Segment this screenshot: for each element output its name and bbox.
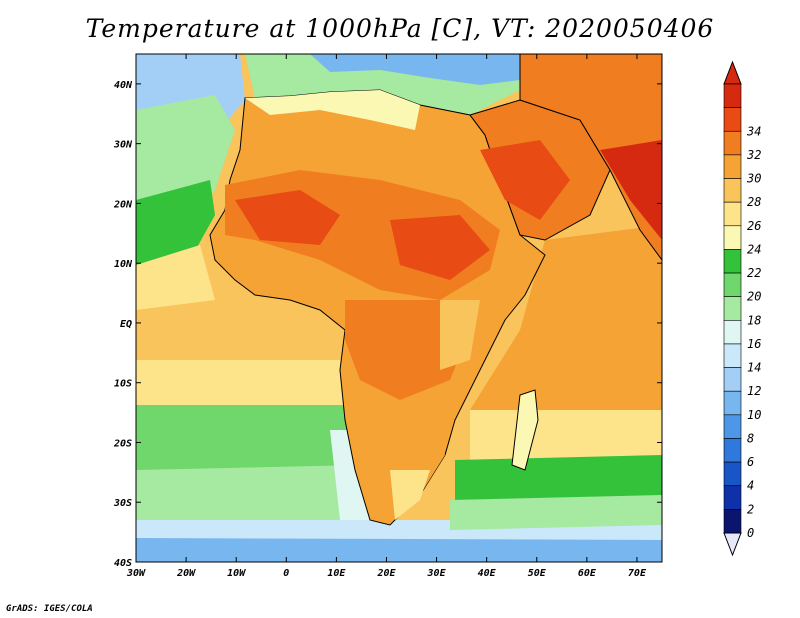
lon-label: 20W	[176, 568, 196, 579]
sudan-hottest	[390, 215, 490, 280]
latitude-labels: 40N 30N 20N 10N EQ 10S 20S 30S 40S	[113, 80, 133, 569]
colorbar-label: 14	[747, 361, 761, 375]
lon-label: 50E	[528, 568, 547, 579]
colorbar-box	[723, 272, 742, 297]
colorbar-label: 18	[747, 313, 761, 327]
east-africa-highlands	[440, 300, 480, 370]
colorbar-box	[723, 83, 742, 108]
colorbar-label: 8	[747, 431, 754, 445]
colorbar-box	[723, 296, 742, 321]
colorbar-box	[723, 390, 742, 416]
colorbar-box	[723, 154, 742, 179]
colorbar-box	[723, 414, 742, 439]
lat-label: 30N	[113, 140, 133, 151]
colorbar-label: 2	[747, 502, 754, 516]
sahara-hottest	[235, 190, 340, 245]
colorbar-label: 16	[747, 337, 761, 351]
colorbar-label: 26	[747, 219, 761, 233]
southern-ocean-14	[136, 538, 662, 562]
colorbar-box	[723, 485, 742, 510]
southern-africa	[370, 415, 445, 520]
colorbar-label: 12	[747, 384, 761, 398]
arabia-hottest	[480, 140, 570, 220]
lon-label: 40E	[478, 568, 497, 579]
lat-label: 30S	[113, 498, 132, 509]
temperature-field	[136, 54, 662, 562]
longitude-labels: 30W 20W 10W 0 10E 20E 30E 40E 50E 60E 70E	[126, 568, 647, 579]
colorbar-label: 30	[746, 172, 761, 186]
map-frame	[135, 53, 663, 563]
arabian-sea	[470, 225, 662, 410]
colorbar-box	[723, 509, 742, 534]
lon-label: 70E	[628, 568, 647, 579]
south-africa-cool	[390, 470, 430, 520]
lat-label: 20S	[113, 438, 132, 449]
map-title: Temperature at 1000hPa [C], VT: 20200504…	[85, 14, 715, 43]
colorbar-box	[723, 343, 742, 368]
south-atlantic-green	[136, 405, 355, 480]
north-africa-coast	[245, 90, 420, 130]
indian-ocean-green	[455, 455, 662, 505]
north-atlantic-22	[136, 180, 215, 275]
lon-label: 60E	[578, 568, 597, 579]
colorbar-label: 10	[747, 408, 761, 422]
lat-label: 10S	[114, 379, 132, 390]
atlantic-24	[136, 245, 215, 310]
central-africa	[345, 300, 470, 400]
colorbar-box	[723, 438, 742, 463]
lat-label: EQ	[120, 319, 132, 330]
colorbar-label: 22	[747, 266, 761, 280]
colorbar-label: 32	[746, 148, 761, 162]
colorbar-label: 0	[747, 526, 754, 540]
lat-label: 20N	[113, 199, 133, 210]
colorbar-box	[723, 178, 742, 203]
lon-label: 30E	[427, 568, 447, 579]
axis-ticks	[135, 54, 662, 563]
europe-cool	[310, 54, 520, 85]
lat-label: 40N	[114, 80, 133, 91]
colorbar-label: 4	[747, 479, 754, 493]
colorbar-box	[723, 367, 742, 392]
colorbar-box	[723, 225, 742, 250]
india-hottest	[600, 140, 662, 240]
lon-label: 10E	[327, 568, 346, 579]
colorbar-label: 24	[747, 242, 761, 256]
colorbar-over-triangle	[723, 60, 742, 85]
colorbar-label: 6	[747, 455, 754, 469]
lon-label: 30W	[126, 568, 146, 579]
lat-label: 40S	[114, 558, 132, 569]
colorbar-label: 28	[747, 195, 761, 209]
lat-label: 10N	[114, 259, 133, 270]
colorbar-label: 20	[747, 290, 761, 304]
colorbar-box	[723, 249, 742, 274]
colorbar-box	[723, 461, 742, 487]
lon-label: 20E	[376, 568, 396, 579]
colorbar-box	[723, 320, 742, 345]
south-atlantic-light-green	[136, 465, 380, 530]
madagascar	[511, 389, 539, 471]
colorbar-box	[723, 201, 742, 227]
colorbar-label: 34	[746, 124, 761, 138]
iran-india-land	[519, 54, 662, 261]
colorbar-box	[723, 107, 742, 132]
lon-label: 0	[283, 568, 289, 579]
grads-credit: GrADS: IGES/COLA	[6, 604, 93, 614]
colorbar-box	[723, 130, 742, 156]
lon-label: 10W	[227, 568, 246, 579]
indian-ocean-light-green	[450, 495, 662, 530]
colorbar-under-triangle	[723, 532, 742, 557]
